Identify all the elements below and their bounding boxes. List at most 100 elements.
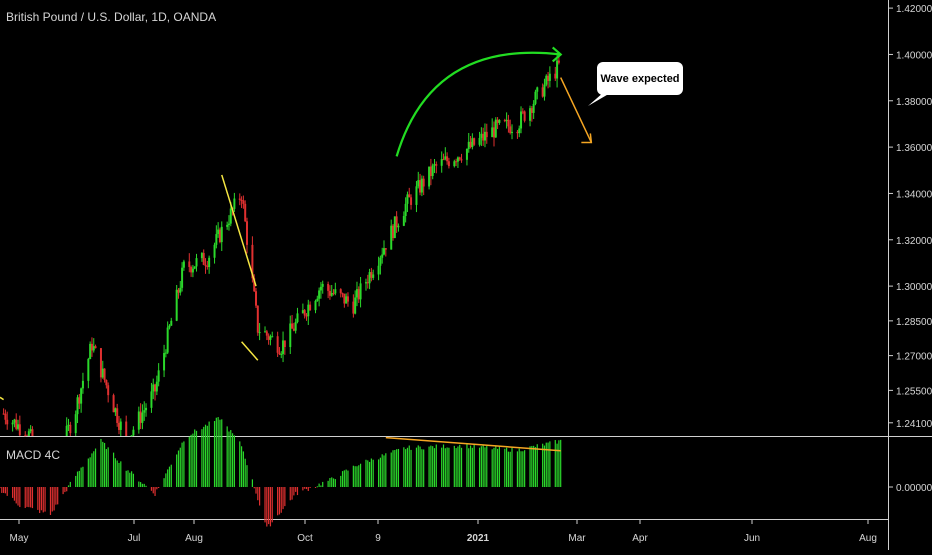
candle-body [393,216,396,239]
macd-histogram-bar [417,445,419,487]
candle-body [18,424,21,436]
candle-body [245,221,248,245]
macd-histogram-bar [114,458,116,487]
candle-body [478,137,481,145]
candle-body [218,229,221,243]
macd-histogram-bar [66,487,68,492]
candle-body [456,157,459,162]
candle-body [444,156,447,160]
macd-histogram-bar [268,487,270,525]
macd-histogram-bar [397,448,400,487]
candle-body [137,411,140,430]
macd-histogram-bar [516,451,519,487]
macd-histogram-bar [82,466,84,487]
macd-histogram-bar [179,447,181,487]
price-tick-label: 1.24100 [896,419,932,430]
candle-body [65,425,68,436]
candle-body [305,315,308,317]
candle-body [460,159,463,161]
price-tick-label: 1.27000 [896,352,932,363]
candle-body [152,384,155,392]
candle-body [92,346,95,351]
macd-histogram-bar [1,487,3,493]
candle-body [233,198,236,209]
macd-histogram-bar [269,487,272,527]
time-tick-label: Apr [632,533,648,544]
macd-histogram-bar [255,487,257,494]
candle-body [226,224,229,227]
macd-histogram-bar [554,440,556,487]
macd-histogram-bar [112,452,115,487]
candle-body [503,120,506,122]
macd-histogram-bar [64,487,66,493]
candle-body [334,289,337,294]
macd-histogram-bar [331,477,333,487]
macd-histogram-bar [433,448,436,487]
macd-histogram-bar [143,483,145,487]
macd-histogram-bar [291,487,293,500]
candle-body [87,359,90,381]
macd-histogram-bar [406,447,409,487]
macd-histogram-bar [345,469,347,487]
time-tick-label: Mar [568,533,586,544]
macd-histogram-bar [322,481,324,487]
wave-callout: Wave expected [597,62,683,95]
macd-histogram-bar [89,457,91,487]
candle-body [168,325,171,328]
macd-histogram-bar [284,487,286,507]
candle-body [511,131,514,133]
candle-body [157,370,160,382]
macd-histogram-bar [343,470,345,487]
candle-body [307,304,310,317]
candle-body [253,278,256,292]
candle-body [292,328,295,331]
candle-body [545,75,548,85]
macd-histogram-bar [19,487,21,508]
macd-histogram-bar [170,464,172,487]
candle-body [482,133,485,141]
green-arc-arrow [395,51,561,157]
macd-histogram-bar [188,436,190,487]
candle-body [548,73,551,81]
candle-body [145,407,148,411]
macd-histogram-bar [471,447,473,487]
candle-body [433,164,436,166]
candle-body [395,216,398,228]
candle-body [276,336,279,353]
candle-body [170,320,173,326]
macd-histogram-bar [259,487,261,506]
macd-histogram-bar [12,487,14,498]
price-tick-label: 1.32000 [896,236,932,247]
candle-body [155,381,158,392]
candle-body [190,266,193,273]
candle-body [397,225,400,228]
candle-body [505,119,508,122]
candle-body [13,419,16,423]
candle-body [494,119,497,138]
candle-body [150,391,153,408]
macd-histogram-bar [194,429,196,487]
candle-body [208,257,211,268]
macd-histogram-bar [318,483,320,487]
macd-histogram-bar [141,483,144,487]
candle-body [408,194,411,198]
candle-body [242,200,245,204]
candle-body [402,216,405,226]
macd-histogram-bar [165,473,167,487]
macd-histogram-bar [493,447,495,487]
candle-body [309,304,312,311]
macd-histogram-bar [442,444,445,487]
macd-histogram-bar [280,487,282,513]
candle-body [532,103,535,113]
macd-histogram-bar [127,470,129,487]
candle-body [390,225,393,250]
macd-histogram-bar [293,487,295,496]
candle-body [557,60,560,63]
macd-histogram-bar [103,442,106,487]
candle-body [265,331,268,336]
macd-histogram-bar [3,487,5,493]
price-tick-label: 1.38000 [896,97,932,108]
candle-body [301,310,304,314]
macd-histogram-bar [30,487,32,508]
